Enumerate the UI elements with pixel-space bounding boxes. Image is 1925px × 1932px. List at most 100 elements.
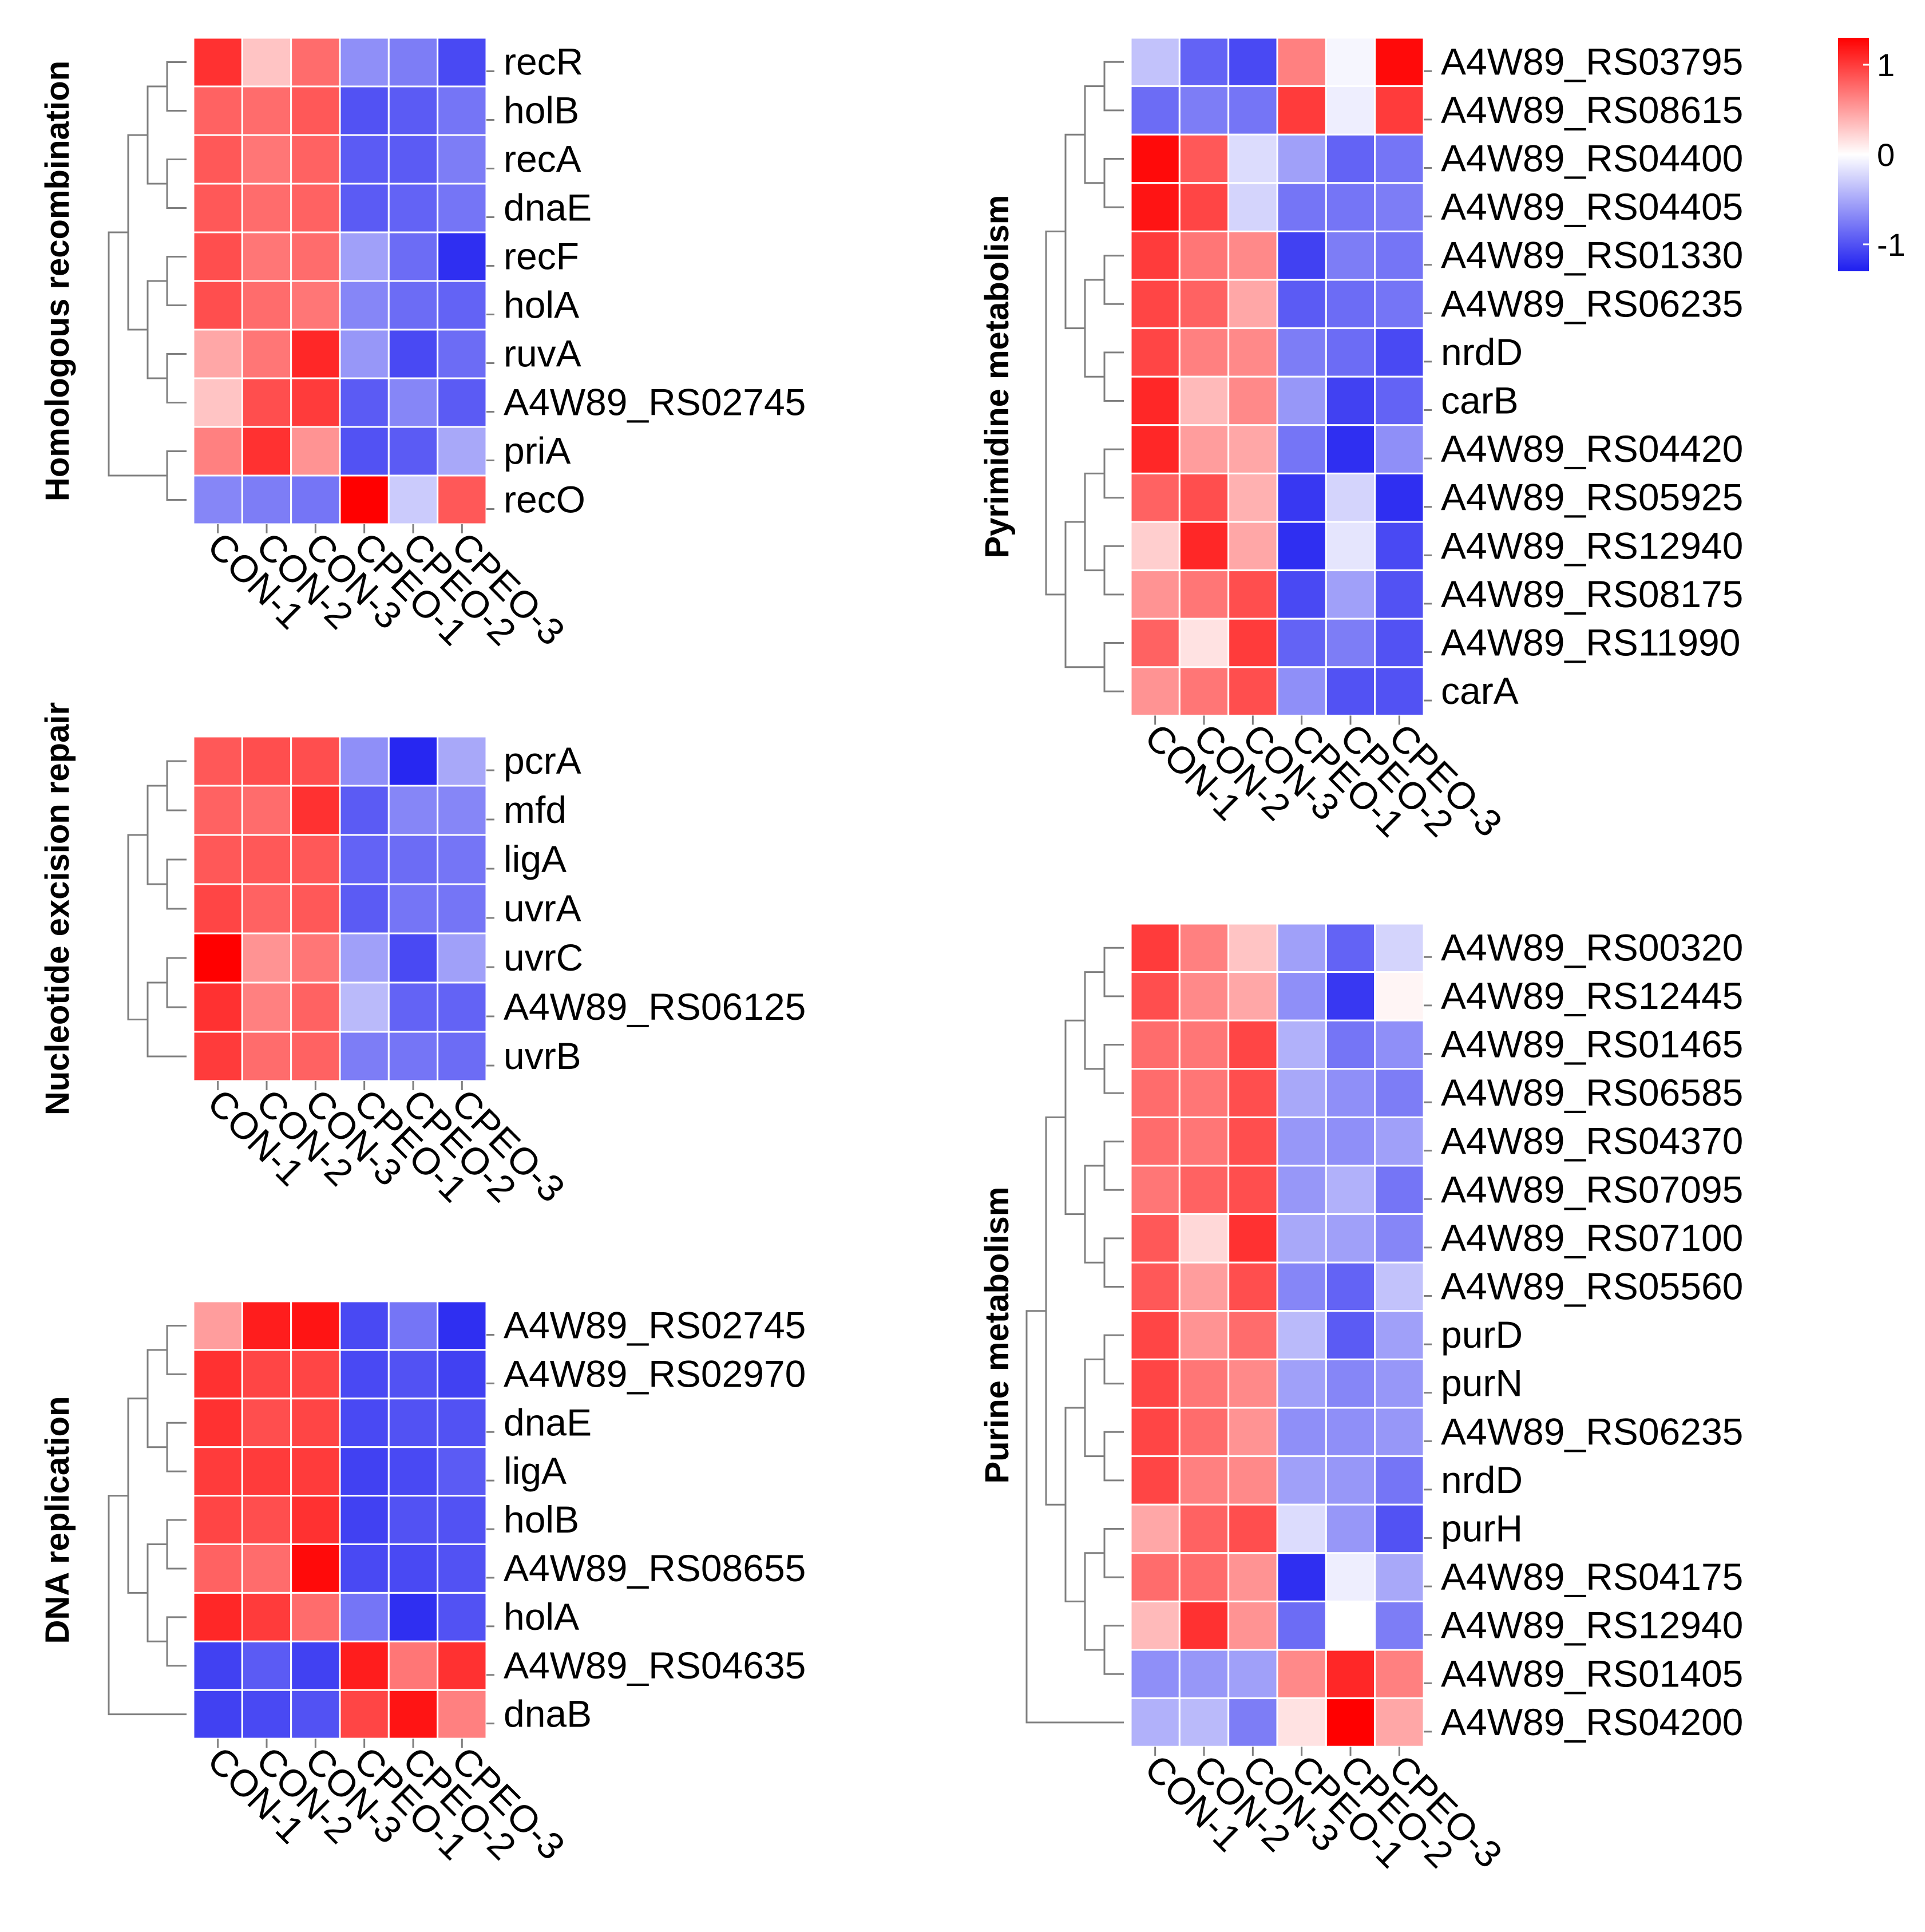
heatmap-cell: [437, 1031, 488, 1082]
heatmap-cell: [437, 932, 488, 984]
heatmap-cell: [192, 1349, 243, 1400]
heatmap-cell: [387, 1300, 439, 1351]
row-label: ligA: [504, 838, 567, 880]
heatmap-cell: [339, 377, 390, 428]
heatmap-cell: [437, 134, 488, 185]
heatmap-cell: [1227, 375, 1278, 426]
dendrogram-branch: [166, 61, 187, 112]
heatmap-cell: [1130, 1649, 1181, 1700]
dendrogram-branch: [166, 450, 187, 501]
heatmap-cell: [241, 1640, 292, 1691]
heatmap-cell: [241, 1591, 292, 1642]
heatmap-cell: [192, 834, 243, 885]
heatmap-cell: [437, 377, 488, 428]
heatmap-cell: [1325, 617, 1376, 668]
heatmap-cell: [1374, 327, 1425, 378]
heatmap-cell: [1276, 666, 1327, 716]
heatmap-cell: [1227, 1116, 1278, 1167]
heatmap-cell: [339, 1495, 390, 1546]
heatmap-cell: [387, 1349, 439, 1400]
row-label: A4W89_RS06585: [1441, 1071, 1743, 1114]
heatmap-cell: [387, 37, 439, 88]
heatmap-cell: [1178, 1697, 1230, 1748]
dendrogram-branch: [146, 785, 167, 885]
heatmap-cell: [241, 1397, 292, 1448]
dendrogram-branch: [166, 353, 187, 403]
heatmap-cell: [339, 231, 390, 282]
heatmap-cell: [339, 981, 390, 1033]
heatmap-cell: [1325, 424, 1376, 474]
row-label: A4W89_RS04175: [1441, 1555, 1743, 1598]
dendrogram-branch: [1103, 947, 1124, 997]
heatmap-cell: [192, 1031, 243, 1082]
row-label: A4W89_RS08615: [1441, 89, 1743, 131]
heatmap-cell: [241, 426, 292, 477]
heatmap-cell: [241, 37, 292, 88]
heatmap-cell: [1276, 1310, 1327, 1360]
row-label: A4W89_RS12940: [1441, 524, 1743, 567]
dendrogram-branch: [1045, 1116, 1066, 1506]
heatmap-cell: [1374, 1503, 1425, 1554]
dendrogram-branch: [1103, 1044, 1124, 1094]
heatmap-cell: [1276, 327, 1327, 378]
heatmap-cell: [1374, 1649, 1425, 1700]
heatmap-cell: [192, 981, 243, 1033]
heatmap-cell: [1130, 1165, 1181, 1216]
heatmap-cell: [1227, 1068, 1278, 1118]
heatmap-cell: [192, 328, 243, 379]
heatmap-cell: [1325, 1358, 1376, 1409]
heatmap-cell: [1374, 617, 1425, 668]
row-label: uvrA: [504, 887, 581, 929]
heatmap-cell: [387, 474, 439, 525]
heatmap-cell: [1130, 424, 1181, 474]
heatmap-cell: [192, 231, 243, 282]
heatmap-cell: [387, 834, 439, 885]
heatmap-cell: [1325, 521, 1376, 572]
heatmap-cell: [1227, 472, 1278, 523]
heatmap-cell: [339, 183, 390, 233]
heatmap-cell: [1178, 1019, 1230, 1070]
heatmap-cell: [192, 37, 243, 88]
heatmap-cell: [192, 474, 243, 525]
heatmap-cell: [241, 1300, 292, 1351]
heatmap-cell: [1325, 1503, 1376, 1554]
row-label: purN: [1441, 1362, 1523, 1404]
row-label: purD: [1441, 1313, 1523, 1356]
dendrogram-branch: [1084, 971, 1104, 1070]
heatmap-cell: [339, 932, 390, 984]
heatmap-cell: [1325, 1261, 1376, 1312]
heatmap-cell: [387, 328, 439, 379]
heatmap-cell: [1276, 1358, 1327, 1409]
heatmap-cell: [1178, 472, 1230, 523]
heatmap-cell: [1130, 971, 1181, 1022]
heatmap-cell: [1178, 1455, 1230, 1506]
heatmap-cell: [241, 1446, 292, 1497]
heatmap-cell: [1374, 133, 1425, 184]
row-label: dnaE: [504, 187, 592, 229]
heatmap-cell: [192, 1300, 243, 1351]
heatmap-cell: [1227, 1552, 1278, 1602]
heatmap-cell: [1374, 37, 1425, 88]
legend-tick-label: 0: [1877, 137, 1895, 173]
heatmap-cell: [1227, 424, 1278, 474]
row-label: A4W89_RS05560: [1441, 1265, 1743, 1308]
heatmap-cell: [1374, 182, 1425, 232]
heatmap-cell: [1325, 133, 1376, 184]
heatmap-cell: [1130, 1600, 1181, 1651]
heatmap-cell: [1276, 1116, 1327, 1167]
color-legend: 1 0 -1: [1838, 38, 1906, 271]
heatmap-cell: [290, 1397, 341, 1448]
heatmap-panel-ner: Nucleotide excision repair pcrA mfd ligA uvr…: [39, 702, 806, 1210]
heatmap-panel-pyrimidine: Pyrimidine metabolism A4W89_RS03795 A4W89_…: [979, 37, 1743, 845]
heatmap-cell: [241, 377, 292, 428]
heatmap-cell: [1374, 1261, 1425, 1312]
heatmap-cell: [1374, 85, 1425, 136]
row-label: A4W89_RS04400: [1441, 137, 1743, 180]
heatmap-cell: [1130, 521, 1181, 572]
dendrogram-branch: [1045, 230, 1066, 596]
heatmap-cell: [1374, 1116, 1425, 1167]
heatmap-cell: [387, 231, 439, 282]
heatmap-cell: [290, 785, 341, 836]
row-label: carA: [1441, 670, 1519, 712]
row-label: A4W89_RS12940: [1441, 1604, 1743, 1646]
